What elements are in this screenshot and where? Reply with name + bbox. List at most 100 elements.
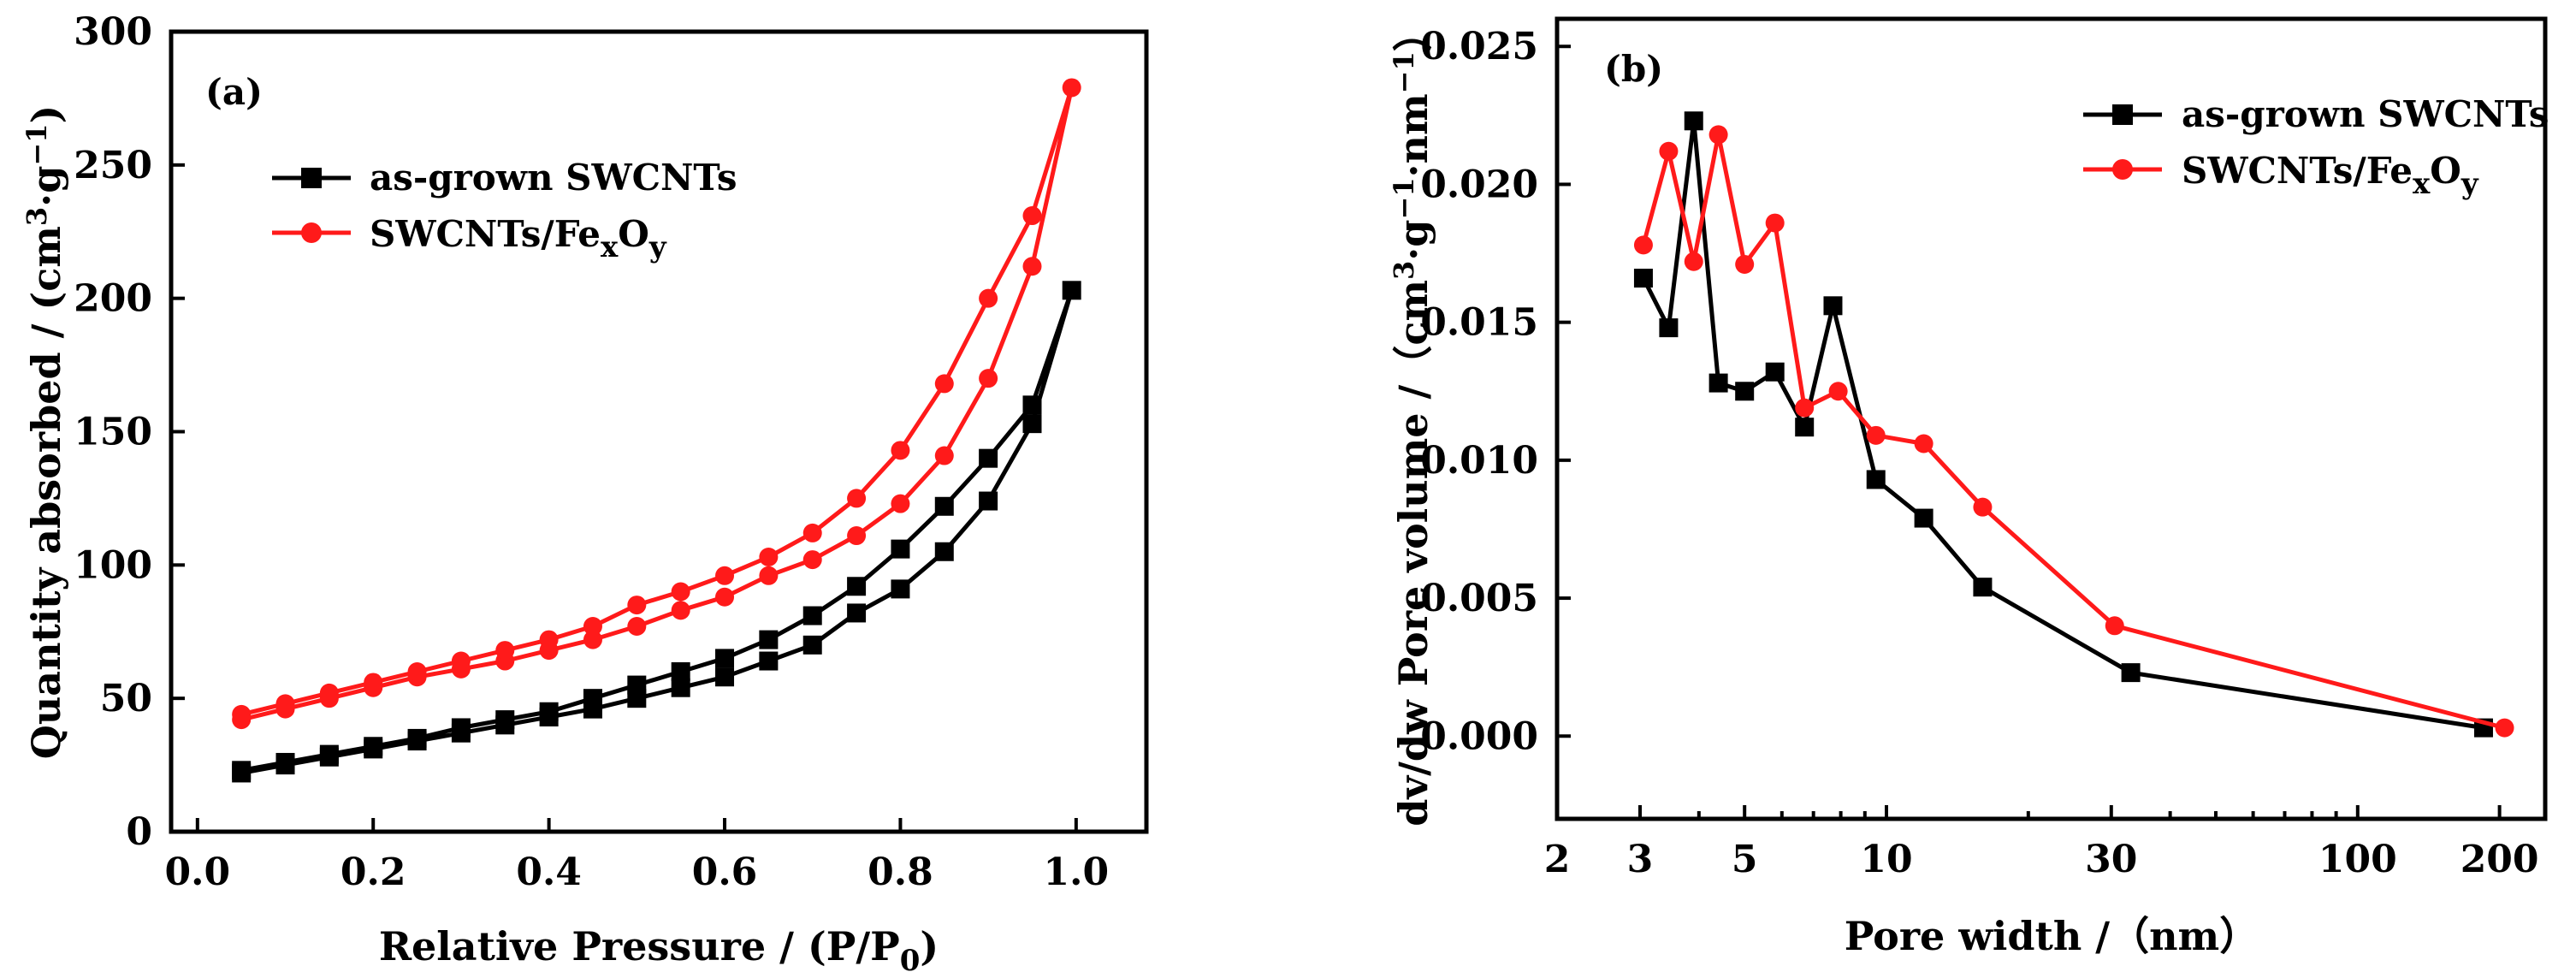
panel-a-data-point <box>364 737 383 756</box>
panel-a-data-point <box>583 630 602 649</box>
panel-b-y-tick-label: 0.000 <box>1420 714 1538 758</box>
panel-b-data-point <box>1823 296 1843 316</box>
panel-a-data-point <box>847 489 867 508</box>
panel-a-data-point <box>759 566 779 585</box>
panel-a-data-point <box>802 635 822 655</box>
panel-b-y-tick-label: 0.015 <box>1420 301 1538 345</box>
panel-a-x-tick-label: 0.4 <box>516 851 582 894</box>
panel-b-ylabel-main: dv/dw Pore volume /（cm <box>1390 280 1436 827</box>
panel-a-data-point <box>495 641 515 661</box>
panel-a-data-point <box>715 566 735 585</box>
panel-a-data-point <box>319 683 339 702</box>
panel-a-data-point <box>1062 281 1081 300</box>
legend-a-fexoy-sub-y: y <box>648 230 667 264</box>
panel-a-data-point <box>495 710 515 730</box>
panel-b-x-tick-label: 10 <box>1860 838 1912 881</box>
panel-a-data-point <box>539 630 559 649</box>
legend-b-square-marker-icon <box>2112 104 2133 125</box>
panel-a-data-point <box>232 704 252 724</box>
legend-b-fexoy-sub-y: y <box>2461 167 2479 201</box>
panel-a-y-tick-label: 100 <box>74 543 152 587</box>
panel-a-data-point <box>407 728 427 748</box>
panel-a-xlabel-sub: 0 <box>900 944 921 978</box>
panel-a-data-point <box>627 596 647 615</box>
panel-b-data-point <box>1708 373 1728 393</box>
panel-a-data-point <box>1022 206 1042 226</box>
panel-b-ylabel-sup1: 3 <box>1388 261 1420 280</box>
panel-a-data-point <box>583 689 602 708</box>
panel-a-data-point <box>802 550 822 570</box>
panel-a-legend: as-grown SWCNTs SWCNTs/FexOy <box>272 157 737 264</box>
panel-a-data-point <box>934 374 954 394</box>
panel-b-data-point <box>2495 718 2514 738</box>
panel-b-x-axis-title: Pore width /（nm） <box>1845 913 2259 959</box>
legend-b-fexoy-sub-x: x <box>2413 167 2431 201</box>
panel-a-data-point <box>759 630 779 649</box>
legend-a-fexoy-o: O <box>618 213 649 255</box>
panel-a-data-point <box>407 662 427 681</box>
panel-a-data-point <box>934 542 954 561</box>
panel-b-data-point <box>1735 254 1755 274</box>
panel-b-data-point <box>1795 418 1815 437</box>
panel-a-x-tick-label: 0.8 <box>868 851 933 894</box>
panel-b-data-point <box>1914 434 1933 453</box>
legend-a-label-as-grown: as-grown SWCNTs <box>370 157 737 199</box>
panel-b-data-point <box>2121 663 2141 683</box>
panel-a-data-point <box>934 446 954 465</box>
panel-a-data-point <box>847 577 867 596</box>
panel-b-x-tick-label: 100 <box>2318 838 2397 881</box>
panel-a-y-tick-label: 200 <box>74 277 152 321</box>
panel-b-x-tick-label: 3 <box>1627 838 1654 881</box>
panel-b-label: (b) <box>1604 48 1663 90</box>
panel-a-data-point <box>1022 395 1042 415</box>
panel-a-data-point <box>319 744 339 764</box>
panel-a-data-point <box>802 606 822 625</box>
legend-b-fexoy-o: O <box>2430 150 2461 192</box>
panel-a-data-point <box>275 752 295 772</box>
legend-b-label-as-grown: as-grown SWCNTs <box>2182 93 2549 135</box>
panel-a-series <box>232 78 1081 783</box>
panel-b-data-point <box>1765 213 1785 233</box>
panel-a-data-point <box>847 603 867 623</box>
panel-a-ylabel-main: Quantity absorbed / (cm <box>23 226 69 759</box>
panel-a-x-axis-title: Relative Pressure / (P/P0) <box>379 923 939 978</box>
panel-b-data-point <box>1795 398 1815 418</box>
panel-a-data-point <box>759 651 779 671</box>
panel-b-data-point <box>1828 382 1848 401</box>
panel-a-data-point <box>451 651 471 671</box>
panel-b-data-point <box>1659 318 1679 338</box>
legend-b-fexoy-main: SWCNTs/Fe <box>2182 150 2413 192</box>
panel-a-data-point <box>583 617 602 637</box>
panel-a-data-point <box>1022 257 1042 276</box>
panel-a-x-tick-label: 0.2 <box>341 851 406 894</box>
panel-b-data-point <box>1914 508 1933 528</box>
panel-b-y-tick-label: 0.005 <box>1420 577 1538 620</box>
panel-b-x-tick-label: 2 <box>1544 838 1571 881</box>
panel-b-x-tick-label: 5 <box>1732 838 1758 881</box>
panel-a-xlabel-main: Relative Pressure / (P/P <box>379 923 900 969</box>
panel-a-ylabel-sup1: 3 <box>21 207 53 226</box>
panel-b-data-point <box>1735 382 1755 401</box>
panel-b-ylabel-tail: ） <box>1390 12 1436 51</box>
legend-a-fexoy-sub-x: x <box>601 230 619 264</box>
legend-b-circle-marker-icon <box>2112 159 2133 180</box>
panel-b-data-point <box>1973 578 1993 597</box>
panel-b-data-point <box>1866 425 1886 445</box>
panel-a-data-point <box>364 673 383 692</box>
panel-a-x-tick-label: 1.0 <box>1044 851 1110 894</box>
panel-a-y-tick-label: 300 <box>74 10 152 54</box>
panel-a-y-tick-label: 0 <box>126 810 152 854</box>
panel-b-data-point <box>1659 141 1679 161</box>
panel-b-y-axis-title: dv/dw Pore volume /（cm3·g−1·nm−1） <box>1388 12 1436 827</box>
panel-a-data-point <box>715 587 735 607</box>
panel-b-ticks: 2 3 5 10 30 100 200 0.000 0.005 0.010 0.015 0.020 0.… <box>1420 25 2538 881</box>
panel-b-data-point <box>1633 235 1653 255</box>
panel-a-data-point <box>627 617 647 637</box>
legend-b-label-fexoy: SWCNTs/FexOy <box>2182 150 2479 201</box>
panel-a-data-point <box>847 526 867 546</box>
panel-b-data-point <box>1765 362 1785 382</box>
panel-a-label: (a) <box>205 71 263 113</box>
panel-a-data-point <box>759 547 779 566</box>
panel-a-isotherm-chart: 0.0 0.2 0.4 0.6 0.8 1.0 0 50 100 150 200 250 300 (a)… <box>21 10 1149 978</box>
